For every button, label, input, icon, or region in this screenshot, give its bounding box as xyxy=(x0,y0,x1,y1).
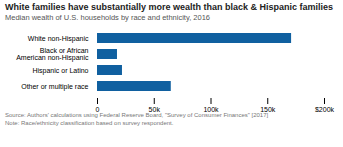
svg-text:Other or multiple race: Other or multiple race xyxy=(21,83,88,91)
svg-text:Black or AfricanAmerican non-H: Black or AfricanAmerican non-Hispanic xyxy=(16,47,89,62)
svg-text:150k: 150k xyxy=(260,106,276,112)
svg-text:100k: 100k xyxy=(203,106,219,112)
html-text:Median wealth of U.S. househol: Median wealth of U.S. households by race… xyxy=(5,13,210,22)
svg-text:50k: 50k xyxy=(149,106,161,112)
svg-text:Hispanic or Latino: Hispanic or Latino xyxy=(32,67,88,75)
html-text:White families have substantia: White families have substantially more w… xyxy=(5,2,334,12)
svg-text:$200k: $200k xyxy=(315,106,335,112)
html-text:Source: Authors' calculations: Source: Authors' calculations using Fede… xyxy=(5,112,269,126)
svg-text:White non-Hispanic: White non-Hispanic xyxy=(28,35,89,43)
svg-text:0: 0 xyxy=(96,106,100,112)
